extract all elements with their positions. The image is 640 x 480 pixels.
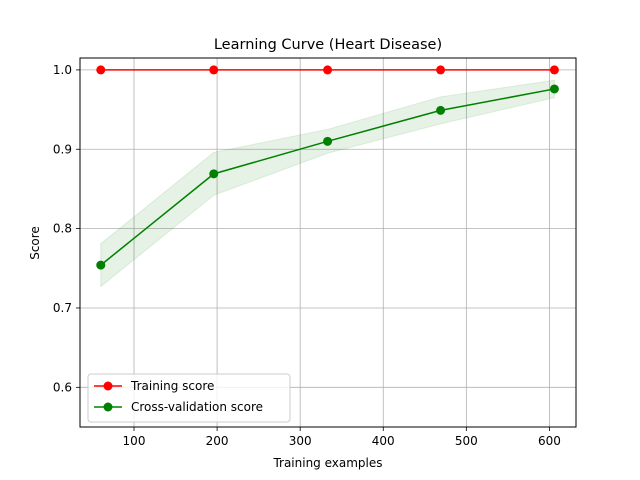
y-tick-label: 0.6 — [53, 380, 72, 394]
plot-frame — [79, 57, 577, 428]
legend-label: Cross-validation score — [131, 400, 263, 414]
y-tick-label: 0.8 — [53, 222, 72, 236]
data-point — [323, 65, 333, 75]
x-tick-label: 200 — [206, 434, 229, 448]
legend-marker — [103, 402, 113, 412]
data-point — [436, 65, 446, 75]
x-tick-label: 400 — [372, 434, 395, 448]
data-point — [209, 169, 219, 179]
legend: Training score Cross-validation score — [87, 373, 291, 423]
series-markers — [96, 65, 559, 270]
y-axis-ticks: 0.6 0.7 0.8 0.9 1.0 — [53, 63, 80, 394]
x-tick-label: 100 — [123, 434, 146, 448]
y-tick-label: 1.0 — [53, 63, 72, 77]
x-tick-label: 300 — [289, 434, 312, 448]
std-band-1 — [100, 79, 555, 288]
chart-title: Learning Curve (Heart Disease) — [214, 37, 442, 53]
x-axis-label: Training examples — [272, 456, 382, 470]
y-tick-label: 0.9 — [53, 142, 72, 156]
y-axis-label: Score — [28, 226, 42, 260]
data-point — [436, 105, 446, 115]
data-point — [549, 84, 559, 94]
legend-marker — [103, 381, 113, 391]
data-point — [549, 65, 559, 75]
x-tick-label: 500 — [455, 434, 478, 448]
data-point — [209, 65, 219, 75]
legend-box — [87, 373, 291, 423]
x-axis-ticks: 100 200 300 400 500 600 — [123, 427, 561, 448]
y-tick-label: 0.7 — [53, 301, 72, 315]
data-point — [96, 260, 106, 270]
data-point — [96, 65, 106, 75]
data-point — [323, 136, 333, 146]
x-tick-label: 600 — [538, 434, 561, 448]
legend-label: Training score — [130, 379, 214, 393]
